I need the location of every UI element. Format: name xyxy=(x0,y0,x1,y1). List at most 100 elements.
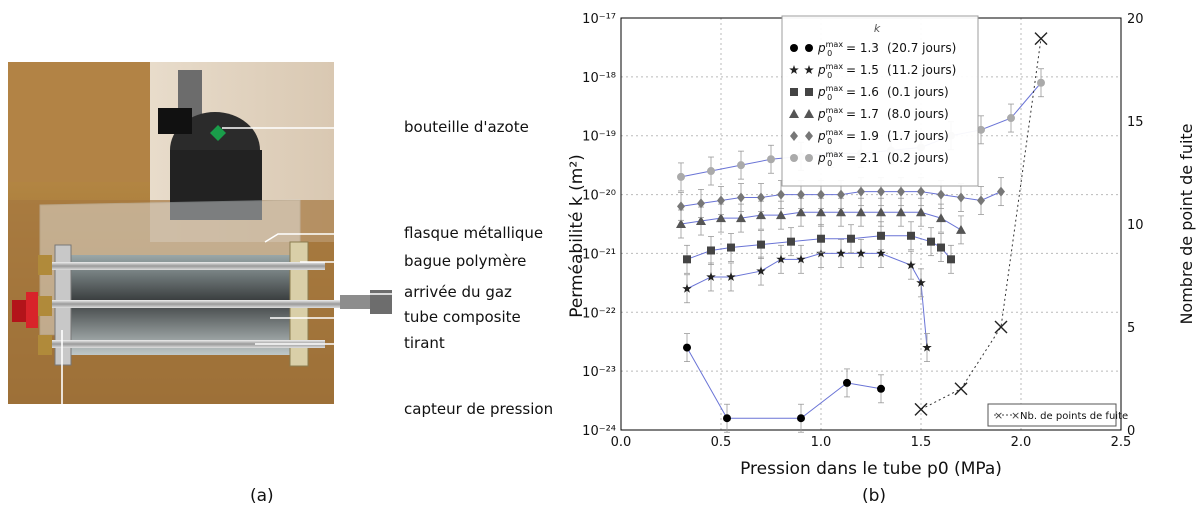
legend-days: (0.1 jours) xyxy=(887,85,949,99)
x-mark-stroke xyxy=(1034,32,1048,46)
legend-entry: pmax 0 = 1.7 (8.0 jours) xyxy=(817,106,949,124)
y-left-tick-label: 10⁻²⁴ xyxy=(582,424,616,439)
legend-value: = 2.1 xyxy=(842,151,879,165)
legend-p: p xyxy=(817,41,826,55)
data-point xyxy=(897,186,905,197)
data-point xyxy=(737,161,745,170)
legend-sub: 0 xyxy=(827,159,832,168)
data-point xyxy=(876,207,886,217)
data-point xyxy=(977,195,985,206)
data-point xyxy=(947,255,955,264)
data-point xyxy=(797,414,805,423)
data-point xyxy=(936,213,946,223)
data-point xyxy=(916,207,926,217)
data-point xyxy=(837,189,845,200)
data-point xyxy=(922,342,932,352)
data-point xyxy=(797,189,805,200)
data-point xyxy=(723,414,731,423)
x-mark-stroke xyxy=(994,320,1008,334)
data-point xyxy=(767,155,775,164)
data-point xyxy=(683,343,691,352)
data-point xyxy=(736,213,746,223)
data-point xyxy=(954,382,968,396)
data-point xyxy=(707,246,715,255)
data-point xyxy=(805,88,813,96)
data-point xyxy=(677,172,685,181)
legend-sub: 0 xyxy=(827,115,832,124)
legend-p: p xyxy=(817,85,826,99)
legend-value: = 1.9 xyxy=(842,129,879,143)
data-point xyxy=(836,248,846,258)
legend-sub: 0 xyxy=(827,49,832,58)
legend-entry: pmax 0 = 1.9 (1.7 jours) xyxy=(817,128,949,146)
data-point xyxy=(777,189,785,200)
data-point xyxy=(877,231,885,240)
apparatus-photo xyxy=(8,62,398,411)
data-point xyxy=(727,243,735,252)
x-tick-label: 2.5 xyxy=(1111,435,1132,450)
data-point xyxy=(816,207,826,217)
legend-p: p xyxy=(817,129,826,143)
legend-value: = 1.5 xyxy=(842,63,879,77)
legend-days: (1.7 jours) xyxy=(887,129,949,143)
permeability-chart: 0.0 0.5 1.0 1.5 2.0 2.5 10⁻¹⁷ 10⁻¹⁸ 10⁻¹⁹ 10⁻²⁰ 10… xyxy=(567,12,1196,479)
y-left-tick-label: 10⁻¹⁷ xyxy=(582,12,616,27)
data-point xyxy=(717,195,725,206)
panel-a-sublabel: (a) xyxy=(250,486,274,506)
data-point xyxy=(716,213,726,223)
y-right-axis-label: Nombre de point de fuite xyxy=(1177,123,1196,324)
data-point xyxy=(896,207,906,217)
data-point xyxy=(776,210,786,220)
y-right-tick-label: 15 xyxy=(1127,115,1144,130)
legend-value: = 1.7 xyxy=(842,107,879,121)
legend-sup: max xyxy=(826,40,844,49)
data-point xyxy=(707,167,715,176)
data-point xyxy=(805,154,813,162)
y-right-tick-label: 0 xyxy=(1127,424,1135,439)
data-point xyxy=(706,271,716,282)
legend-entry: pmax 0 = 1.5 (11.2 jours) xyxy=(817,62,956,80)
legend-sup: max xyxy=(826,150,844,159)
callout-polymer-ring: bague polymère xyxy=(404,252,527,270)
legend-sub: 0 xyxy=(827,93,832,102)
data-point xyxy=(789,65,799,75)
data-point xyxy=(877,186,885,197)
y-left-tick-label: 10⁻¹⁸ xyxy=(582,71,616,86)
data-point xyxy=(804,109,814,118)
y-left-tick-label: 10⁻²³ xyxy=(582,365,616,380)
series-line xyxy=(686,252,928,348)
data-point xyxy=(796,207,806,217)
x-tick-label: 1.5 xyxy=(911,435,932,450)
series-star xyxy=(682,239,932,363)
fuite-legend: × × Nb. de points de fuite xyxy=(987,403,1128,427)
data-point xyxy=(907,231,915,240)
data-point xyxy=(817,234,825,243)
data-point xyxy=(737,192,745,203)
data-point xyxy=(977,125,985,134)
legend-days: (11.2 jours) xyxy=(887,63,956,77)
data-point xyxy=(677,201,685,212)
callout-nitrogen-bottle: bouteille d'azote xyxy=(404,118,529,136)
svg-text:×: × xyxy=(994,409,1003,422)
data-point xyxy=(997,186,1005,197)
panel-b: 0.0 0.5 1.0 1.5 2.0 2.5 10⁻¹⁷ 10⁻¹⁸ 10⁻¹⁹ 10⁻²⁰ 10… xyxy=(560,0,1202,513)
data-point xyxy=(805,44,813,52)
data-point xyxy=(927,237,935,246)
legend-sub: 0 xyxy=(827,137,832,146)
legend-sup: max xyxy=(826,106,844,115)
data-point xyxy=(682,283,692,293)
y-left-axis-label: Perméabilité k (m²) xyxy=(567,154,587,318)
axis-ticks: 0.0 0.5 1.0 1.5 2.0 2.5 10⁻¹⁷ 10⁻¹⁸ 10⁻¹⁹ 10⁻²⁰ 10… xyxy=(582,12,1143,450)
fuite-legend-label: Nb. de points de fuite xyxy=(1020,411,1128,422)
x-mark-stroke xyxy=(914,402,928,416)
series-square xyxy=(683,221,955,274)
panel-a: bouteille d'azote flasque métallique bag… xyxy=(0,0,560,513)
legend-title: k xyxy=(874,22,881,35)
data-point xyxy=(683,255,691,264)
legend-p: p xyxy=(817,107,826,121)
data-point xyxy=(937,243,945,252)
data-point xyxy=(757,192,765,203)
callout-tie-rod: tirant xyxy=(404,334,445,352)
data-point xyxy=(787,237,795,246)
data-point xyxy=(906,260,916,270)
